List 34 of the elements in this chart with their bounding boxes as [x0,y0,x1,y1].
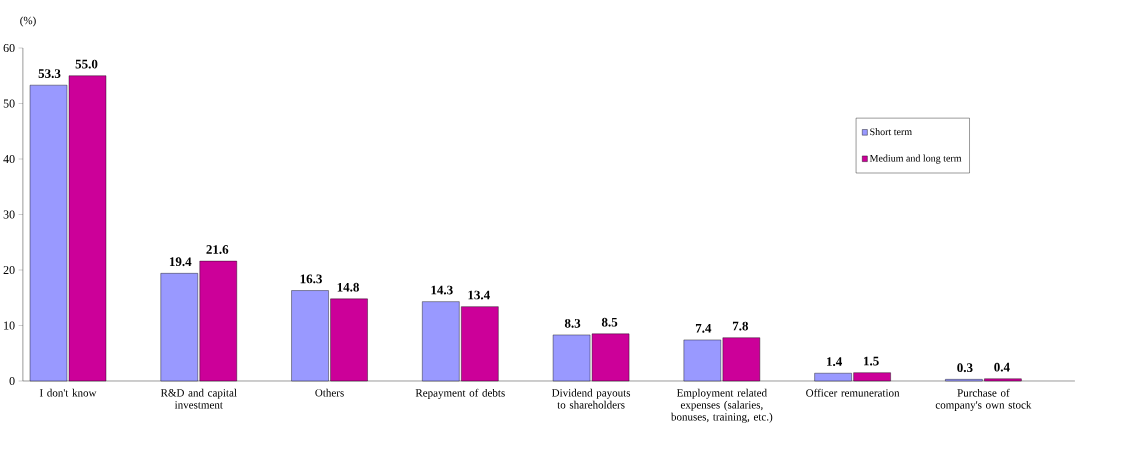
y-tick-label: 10 [4,321,15,330]
y-tick-label: 30 [3,210,15,219]
legend-label: Short term [870,128,912,136]
y-tick-label: 0 [9,376,15,386]
data-label: 53.3 [38,69,61,78]
legend-label: Medium and long term [869,154,962,164]
y-axis-title: (%) [20,16,36,27]
y-tick-label: 40 [3,154,15,164]
x-tick-label: Officer remuneration [806,388,900,397]
y-tick-label: 50 [3,99,15,108]
data-label: 16.3 [300,274,322,284]
data-label: 19.4 [169,257,192,267]
data-label: 8.5 [601,317,618,327]
x-tick-label: R&D and capital investment [160,388,237,409]
data-label: 21.6 [206,245,229,254]
x-tick-label: Repayment of debts [415,388,505,399]
data-label: 14.3 [431,285,453,295]
data-label: 1.4 [827,357,842,367]
data-label: 7.4 [695,323,712,333]
data-label: 7.8 [732,321,749,331]
data-label: 13.4 [468,290,490,300]
data-label: 55.0 [75,59,98,69]
x-tick-label: Purchase of company's own stock [935,388,1032,411]
data-label: 8.3 [564,318,581,328]
data-label: 0.3 [957,363,973,373]
x-tick-label: Others [315,388,344,397]
y-tick-label: 60 [3,43,15,53]
y-tick-label: 20 [3,265,15,275]
data-label: 1.5 [864,356,879,366]
x-tick-label: Employment related expenses (salaries, bonuses, training, etc.) [670,388,773,423]
x-tick-label: I don't know [39,388,97,397]
data-label: 14.8 [337,282,359,292]
x-tick-label: Dividend payouts to shareholders [551,388,631,409]
data-label: 0.4 [994,362,1010,372]
